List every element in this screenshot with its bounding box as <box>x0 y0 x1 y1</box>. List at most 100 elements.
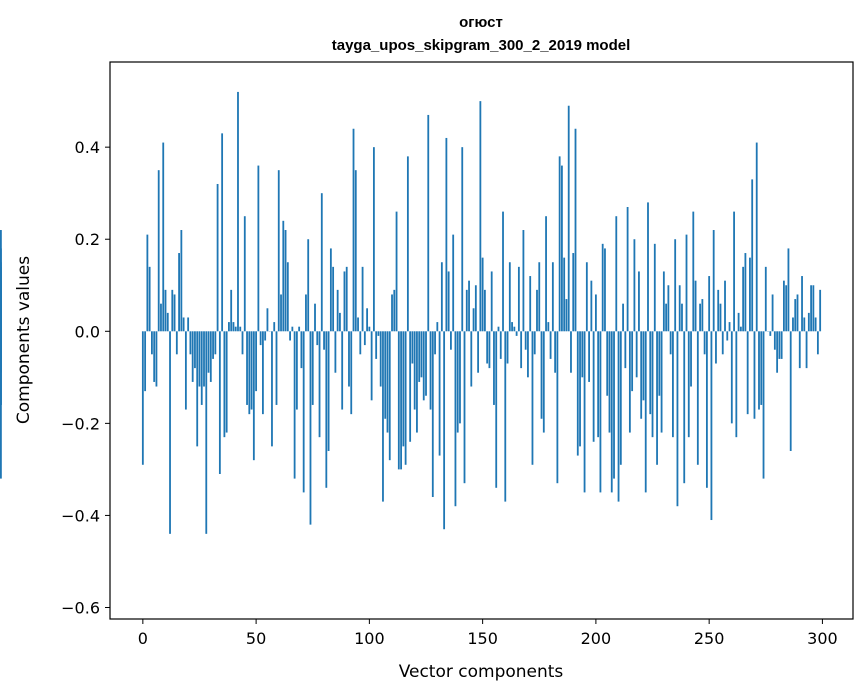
bar-264 <box>739 326 742 332</box>
bar-153 <box>488 331 491 369</box>
bar-184 <box>558 156 561 332</box>
bar-165 <box>515 331 518 336</box>
bar-71 <box>302 331 305 493</box>
bar-215 <box>628 331 631 433</box>
bar-44 <box>241 331 244 355</box>
bar-233 <box>669 331 672 355</box>
bar-229 <box>660 331 663 433</box>
bar-285 <box>787 248 790 332</box>
bar-267 <box>746 331 749 415</box>
bar-187 <box>565 299 568 332</box>
bar-158 <box>499 331 502 359</box>
bar-273 <box>760 331 763 405</box>
bar-79 <box>320 193 323 332</box>
bar-11 <box>166 312 169 332</box>
bar-112 <box>395 211 398 332</box>
y-axis-ticks: −0.6 −0.4 −0.2 0.0 0.2 0.4 <box>61 138 110 617</box>
x-tick-label: 300 <box>807 629 838 648</box>
x-axis-ticks: 0 50 100 150 200 250 300 <box>138 619 838 648</box>
bar-151 <box>483 289 486 332</box>
bar-281 <box>778 331 781 359</box>
bar-100 <box>368 326 371 332</box>
bar-299 <box>819 289 822 332</box>
bar-152 <box>486 331 489 364</box>
bar-21 <box>189 331 192 355</box>
bar-97 <box>361 266 364 332</box>
bar-41 <box>234 326 237 332</box>
bar-270 <box>753 331 756 419</box>
bar-40 <box>232 322 235 332</box>
bar-92 <box>350 331 353 415</box>
bar-98 <box>363 331 366 346</box>
bar-274 <box>762 331 765 479</box>
bar-95 <box>357 317 359 332</box>
bar-176 <box>540 331 543 419</box>
x-tick-label: 100 <box>354 629 385 648</box>
bar-50 <box>255 331 258 392</box>
bar-126 <box>427 114 430 332</box>
bar-43 <box>239 326 242 332</box>
bar-58 <box>273 322 276 332</box>
bar-163 <box>511 322 513 332</box>
bar-232 <box>667 285 670 332</box>
bar-49 <box>252 331 255 461</box>
bar-280 <box>776 331 779 373</box>
bar-72 <box>305 294 307 332</box>
bar-15 <box>175 331 178 355</box>
bar-237 <box>678 285 681 332</box>
bar-161 <box>506 331 509 364</box>
bar-298 <box>816 331 819 355</box>
bar-47 <box>248 331 251 415</box>
bar-169 <box>524 331 527 350</box>
bar-111 <box>393 289 396 332</box>
bar-116 <box>404 331 407 465</box>
bar-142 <box>463 331 466 484</box>
bar-134 <box>445 137 448 332</box>
bar-undefined <box>0 331 2 341</box>
bar-170 <box>527 331 529 378</box>
bar-223 <box>647 202 649 332</box>
bar-12 <box>169 331 171 534</box>
bar-225 <box>651 331 654 438</box>
bar-222 <box>644 331 647 493</box>
y-tick-label: 0.4 <box>75 138 100 157</box>
bar-235 <box>674 239 677 332</box>
bar-293 <box>805 331 808 369</box>
y-tick-label: −0.4 <box>61 506 100 525</box>
bar-5 <box>153 331 156 382</box>
bar-13 <box>171 289 174 332</box>
bar-211 <box>619 331 622 465</box>
bar-28 <box>205 331 208 534</box>
bar-147 <box>474 285 477 332</box>
bar-138 <box>454 331 457 507</box>
bar-296 <box>812 285 815 332</box>
bar-257 <box>724 280 726 332</box>
bar-121 <box>416 331 418 433</box>
bar-175 <box>538 262 541 332</box>
bar-144 <box>468 280 470 332</box>
bar-286 <box>789 331 792 451</box>
bar-141 <box>461 147 464 332</box>
bar-undefined <box>0 280 2 332</box>
bar-65 <box>289 331 291 341</box>
bar-145 <box>470 331 473 387</box>
bar-107 <box>384 331 387 419</box>
bar-199 <box>592 331 595 442</box>
bar-93 <box>352 128 355 332</box>
bar-84 <box>332 266 335 332</box>
bar-113 <box>397 331 400 470</box>
x-tick-label: 50 <box>246 629 266 648</box>
bar-230 <box>662 271 665 332</box>
bar-224 <box>649 331 652 415</box>
bar-10 <box>164 289 167 332</box>
bar-114 <box>400 331 402 470</box>
x-axis-label: Vector components <box>399 662 564 682</box>
bar-171 <box>529 276 532 332</box>
bar-162 <box>508 262 511 332</box>
bar-190 <box>572 253 575 332</box>
bar-137 <box>452 234 455 332</box>
bar-266 <box>744 253 747 332</box>
bar-252 <box>712 230 715 332</box>
bar-133 <box>443 331 446 530</box>
bar-101 <box>370 331 373 401</box>
